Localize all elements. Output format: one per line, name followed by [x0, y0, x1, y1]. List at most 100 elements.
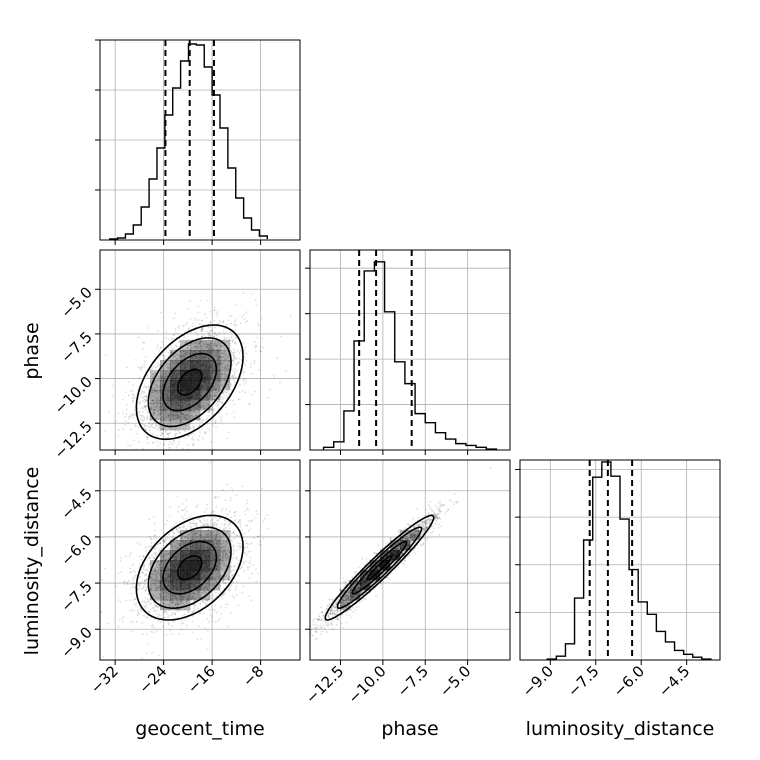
scatter-point	[228, 338, 231, 341]
scatter-point	[145, 573, 148, 576]
scatter-point	[241, 591, 244, 594]
scatter-point	[152, 515, 155, 518]
scatter-point	[216, 620, 219, 622]
scatter-point	[134, 576, 136, 579]
scatter-point	[248, 403, 251, 406]
scatter-point	[266, 513, 269, 516]
scatter-point	[167, 547, 170, 550]
scatter-point	[233, 537, 236, 540]
scatter-point	[169, 629, 172, 632]
scatter-point	[162, 378, 165, 381]
scatter-point	[199, 347, 201, 350]
scatter-point	[192, 538, 195, 540]
scatter-point	[154, 573, 157, 576]
scatter-point	[171, 418, 174, 420]
scatter-point	[165, 611, 168, 614]
scatter-point	[190, 421, 193, 424]
scatter-point	[213, 408, 216, 411]
scatter-point	[219, 355, 221, 358]
scatter-point	[205, 345, 208, 348]
scatter-point	[219, 395, 222, 398]
scatter-point	[156, 605, 159, 608]
scatter-point	[224, 550, 227, 553]
scatter-point	[221, 320, 224, 323]
scatter-point	[176, 362, 179, 365]
scatter-point	[184, 508, 186, 511]
scatter-point	[224, 552, 227, 555]
scatter-point	[215, 387, 218, 390]
scatter-point	[133, 439, 136, 442]
scatter-point	[177, 421, 180, 424]
scatter-point	[190, 414, 192, 417]
x-tick-label: −9.0	[519, 662, 557, 700]
scatter-point	[154, 474, 156, 476]
scatter-point	[260, 544, 263, 547]
scatter-point	[212, 309, 215, 312]
scatter-point	[187, 328, 190, 330]
scatter-point	[151, 441, 154, 444]
scatter-point	[209, 326, 212, 329]
scatter-point	[181, 594, 183, 597]
scatter-point	[194, 533, 197, 536]
scatter-point	[216, 519, 219, 522]
scatter-point	[190, 612, 193, 614]
scatter-point	[176, 353, 179, 356]
scatter-point	[223, 352, 226, 355]
scatter-point	[181, 358, 184, 361]
scatter-point	[231, 359, 234, 362]
scatter-point	[212, 538, 215, 541]
scatter-point	[158, 414, 161, 416]
scatter-point	[159, 541, 162, 544]
scatter-point	[207, 326, 210, 329]
scatter-point	[161, 420, 164, 422]
scatter-point	[220, 401, 223, 404]
scatter-point	[205, 418, 208, 421]
scatter-point	[228, 566, 231, 568]
scatter-point	[214, 579, 217, 582]
density-cell	[180, 400, 191, 411]
scatter-point	[177, 547, 179, 550]
scatter-point	[197, 343, 200, 346]
scatter-point	[181, 541, 184, 544]
scatter-point	[137, 582, 140, 585]
scatter-point	[217, 576, 219, 579]
scatter-point	[233, 342, 236, 345]
scatter-point	[196, 346, 199, 348]
scatter-point	[174, 361, 177, 364]
scatter-point	[167, 558, 170, 561]
scatter-point	[121, 617, 124, 620]
scatter-point	[134, 604, 137, 607]
scatter-point	[169, 349, 172, 351]
scatter-point	[216, 546, 219, 549]
scatter-point	[244, 391, 246, 394]
scatter-point	[214, 621, 217, 623]
scatter-point	[143, 385, 146, 388]
scatter-point	[234, 319, 237, 321]
scatter-point	[156, 405, 159, 407]
scatter-point	[156, 401, 159, 404]
scatter-point	[205, 417, 208, 420]
scatter-point	[251, 393, 253, 396]
scatter-point	[184, 341, 187, 344]
scatter-point	[212, 575, 214, 578]
scatter-point	[174, 602, 177, 604]
scatter-point	[165, 599, 168, 602]
scatter-point	[200, 330, 203, 333]
scatter-point	[151, 391, 153, 394]
scatter-point	[199, 431, 201, 433]
scatter-point	[185, 347, 188, 350]
scatter-point	[219, 535, 222, 538]
scatter-point	[236, 558, 239, 560]
scatter-point	[215, 542, 218, 545]
scatter-point	[221, 554, 224, 557]
scatter-point	[209, 343, 212, 346]
scatter-point	[225, 540, 228, 543]
scatter-point	[210, 399, 213, 402]
scatter-point	[220, 345, 223, 347]
scatter-point	[192, 415, 194, 418]
scatter-point	[184, 353, 187, 356]
scatter-point	[178, 594, 181, 596]
scatter-point	[246, 499, 249, 502]
scatter-point	[162, 417, 165, 420]
scatter-point	[162, 371, 164, 374]
